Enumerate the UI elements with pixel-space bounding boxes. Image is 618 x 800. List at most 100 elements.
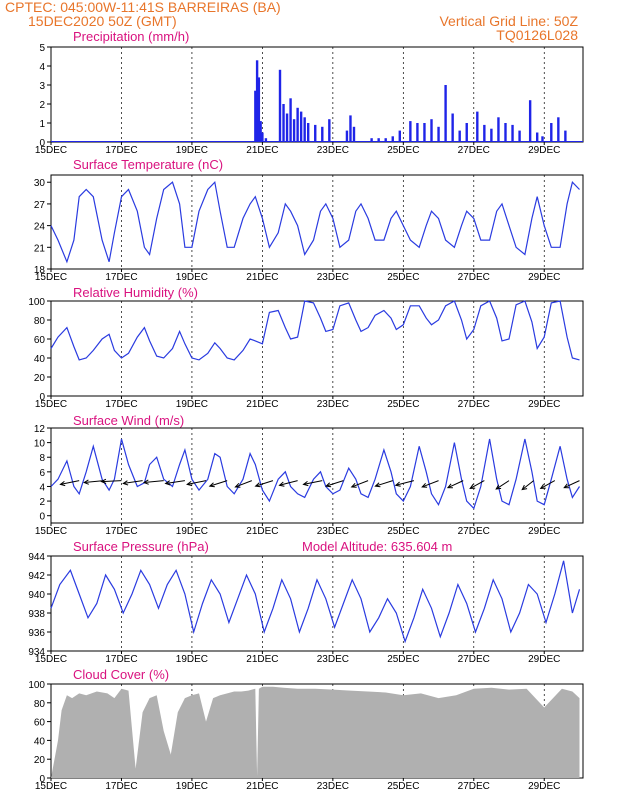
rh-ytick-label: 0 [39, 392, 45, 403]
wind-xtick-label: 15DEC [35, 526, 67, 537]
precip-bar [282, 104, 285, 142]
precip-bar [541, 136, 544, 142]
wind-vector [278, 480, 298, 487]
wind-frame [50, 427, 584, 524]
rh-xtick-label: 23DEC [317, 399, 349, 410]
cloud-xtick-label: 21DEC [246, 781, 278, 792]
wind-vector [394, 480, 415, 487]
cloud-ytick-label: 0 [39, 774, 45, 785]
rh-xtick-label: 17DEC [105, 399, 137, 410]
wind-xtick-label: 19DEC [176, 526, 208, 537]
wind-ytick-label: 6 [39, 468, 45, 479]
pressure-line [50, 560, 581, 644]
precip-bar [535, 132, 539, 142]
precip-bar [278, 69, 282, 142]
pressure-ytick-label: 934 [28, 647, 45, 658]
precip-bar [490, 128, 493, 142]
precip-bar [437, 126, 440, 142]
pressure-ytick-label: 942 [28, 571, 45, 582]
precip-bar [416, 123, 419, 142]
rh-line [50, 300, 580, 361]
precip-bar [254, 90, 257, 142]
pressure-ytick-label: 938 [28, 609, 45, 620]
precip-bar [321, 126, 324, 142]
wind-vector [59, 480, 80, 487]
wind-vector [374, 480, 393, 488]
wind-vector [122, 480, 143, 486]
wind-vector [539, 480, 556, 489]
precip-bar [264, 138, 268, 142]
precip-xtick-label: 25DEC [387, 145, 419, 156]
precip-bar [497, 117, 500, 142]
wind-vector [325, 480, 344, 488]
wind-vector [302, 480, 323, 487]
precip-bar [299, 111, 303, 142]
precip-bar [564, 130, 567, 142]
rh-xtick-label: 25DEC [387, 399, 419, 410]
rh-ytick-label: 40 [34, 354, 46, 365]
cloud-panel: Cloud Cover (%) 0 20 40 60 80 100 15DEC 17DEC 19D… [28, 667, 584, 792]
temp-xtick-label: 29DEC [528, 272, 560, 283]
cloud-area [51, 686, 580, 778]
precip-bar [261, 132, 264, 142]
pressure-ytick-label: 936 [28, 628, 45, 639]
pressure-ytick-label: 940 [28, 590, 45, 601]
precip-bar [377, 138, 380, 142]
wind-vector [186, 480, 207, 487]
wind-xtick-label: 27DEC [458, 526, 490, 537]
pressure-xtick-label: 23DEC [317, 654, 349, 665]
pressure-xtick-label: 27DEC [458, 654, 490, 665]
wind-ytick-label: 4 [39, 482, 45, 493]
wind-ytick-label: 10 [34, 439, 46, 450]
temp-xtick-label: 17DEC [105, 272, 137, 283]
wind-ytick-label: 8 [39, 453, 45, 464]
cloud-xtick-label: 27DEC [458, 781, 490, 792]
cloud-ytick-label: 60 [34, 718, 46, 729]
precip-bar [465, 123, 468, 142]
rh-xtick-label: 29DEC [528, 399, 560, 410]
precip-bar [292, 119, 296, 142]
cloud-xtick-label: 23DEC [317, 781, 349, 792]
precip-frame [50, 46, 584, 143]
temp-panel: Surface Temperature (nC) 18 21 24 27 30 15DEC 1… [34, 157, 584, 283]
temp-title: Surface Temperature (nC) [73, 157, 223, 172]
wind-xtick-label: 21DEC [246, 526, 278, 537]
pressure-frame [50, 555, 584, 652]
wind-vector [563, 480, 580, 489]
precip-bar [550, 123, 553, 142]
precip-bar [328, 119, 331, 142]
pressure-xtick-label: 15DEC [35, 654, 67, 665]
temp-ytick-label: 18 [34, 265, 46, 276]
precip-bar [476, 111, 479, 142]
precip-bar [289, 98, 292, 142]
pressure-xtick-label: 25DEC [387, 654, 419, 665]
cloud-xtick-label: 15DEC [35, 781, 67, 792]
temp-line [50, 180, 580, 264]
precip-bar [384, 138, 387, 142]
precip-bar [391, 136, 394, 142]
pressure-panel: Surface Pressure (hPa) Model Altitude: 63… [28, 539, 584, 665]
precip-ytick-label: 0 [39, 138, 45, 149]
precip-bar [557, 117, 560, 142]
precip-ytick-label: 2 [39, 100, 45, 111]
precip-bar [430, 119, 433, 142]
cloud-xtick-label: 19DEC [176, 781, 208, 792]
cloud-xtick-label: 17DEC [105, 781, 137, 792]
temp-xtick-label: 23DEC [317, 272, 349, 283]
temp-xtick-label: 15DEC [35, 272, 67, 283]
cloud-xtick-label: 25DEC [387, 781, 419, 792]
rh-title: Relative Humidity (%) [73, 285, 198, 300]
wind-panel: Surface Wind (m/s) 0 2 4 6 8 10 12 15DEC 17DEC 19D… [34, 413, 584, 537]
precip-bar [306, 123, 310, 142]
temp-ytick-label: 27 [34, 200, 46, 211]
header-station: CPTEC: 045:00W-11:41S BARREIRAS (BA) [5, 0, 281, 15]
header-grid-note: Vertical Grid Line: 50Z [439, 13, 578, 29]
precip-xtick-label: 29DEC [528, 145, 560, 156]
precip-bar [370, 138, 373, 142]
rh-ytick-label: 100 [28, 297, 45, 308]
temp-xtick-label: 25DEC [387, 272, 419, 283]
precip-xtick-label: 27DEC [458, 145, 490, 156]
wind-xtick-label: 17DEC [105, 526, 137, 537]
